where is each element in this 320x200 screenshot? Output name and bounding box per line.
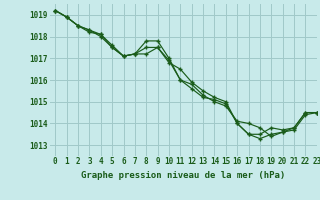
X-axis label: Graphe pression niveau de la mer (hPa): Graphe pression niveau de la mer (hPa)	[81, 171, 285, 180]
